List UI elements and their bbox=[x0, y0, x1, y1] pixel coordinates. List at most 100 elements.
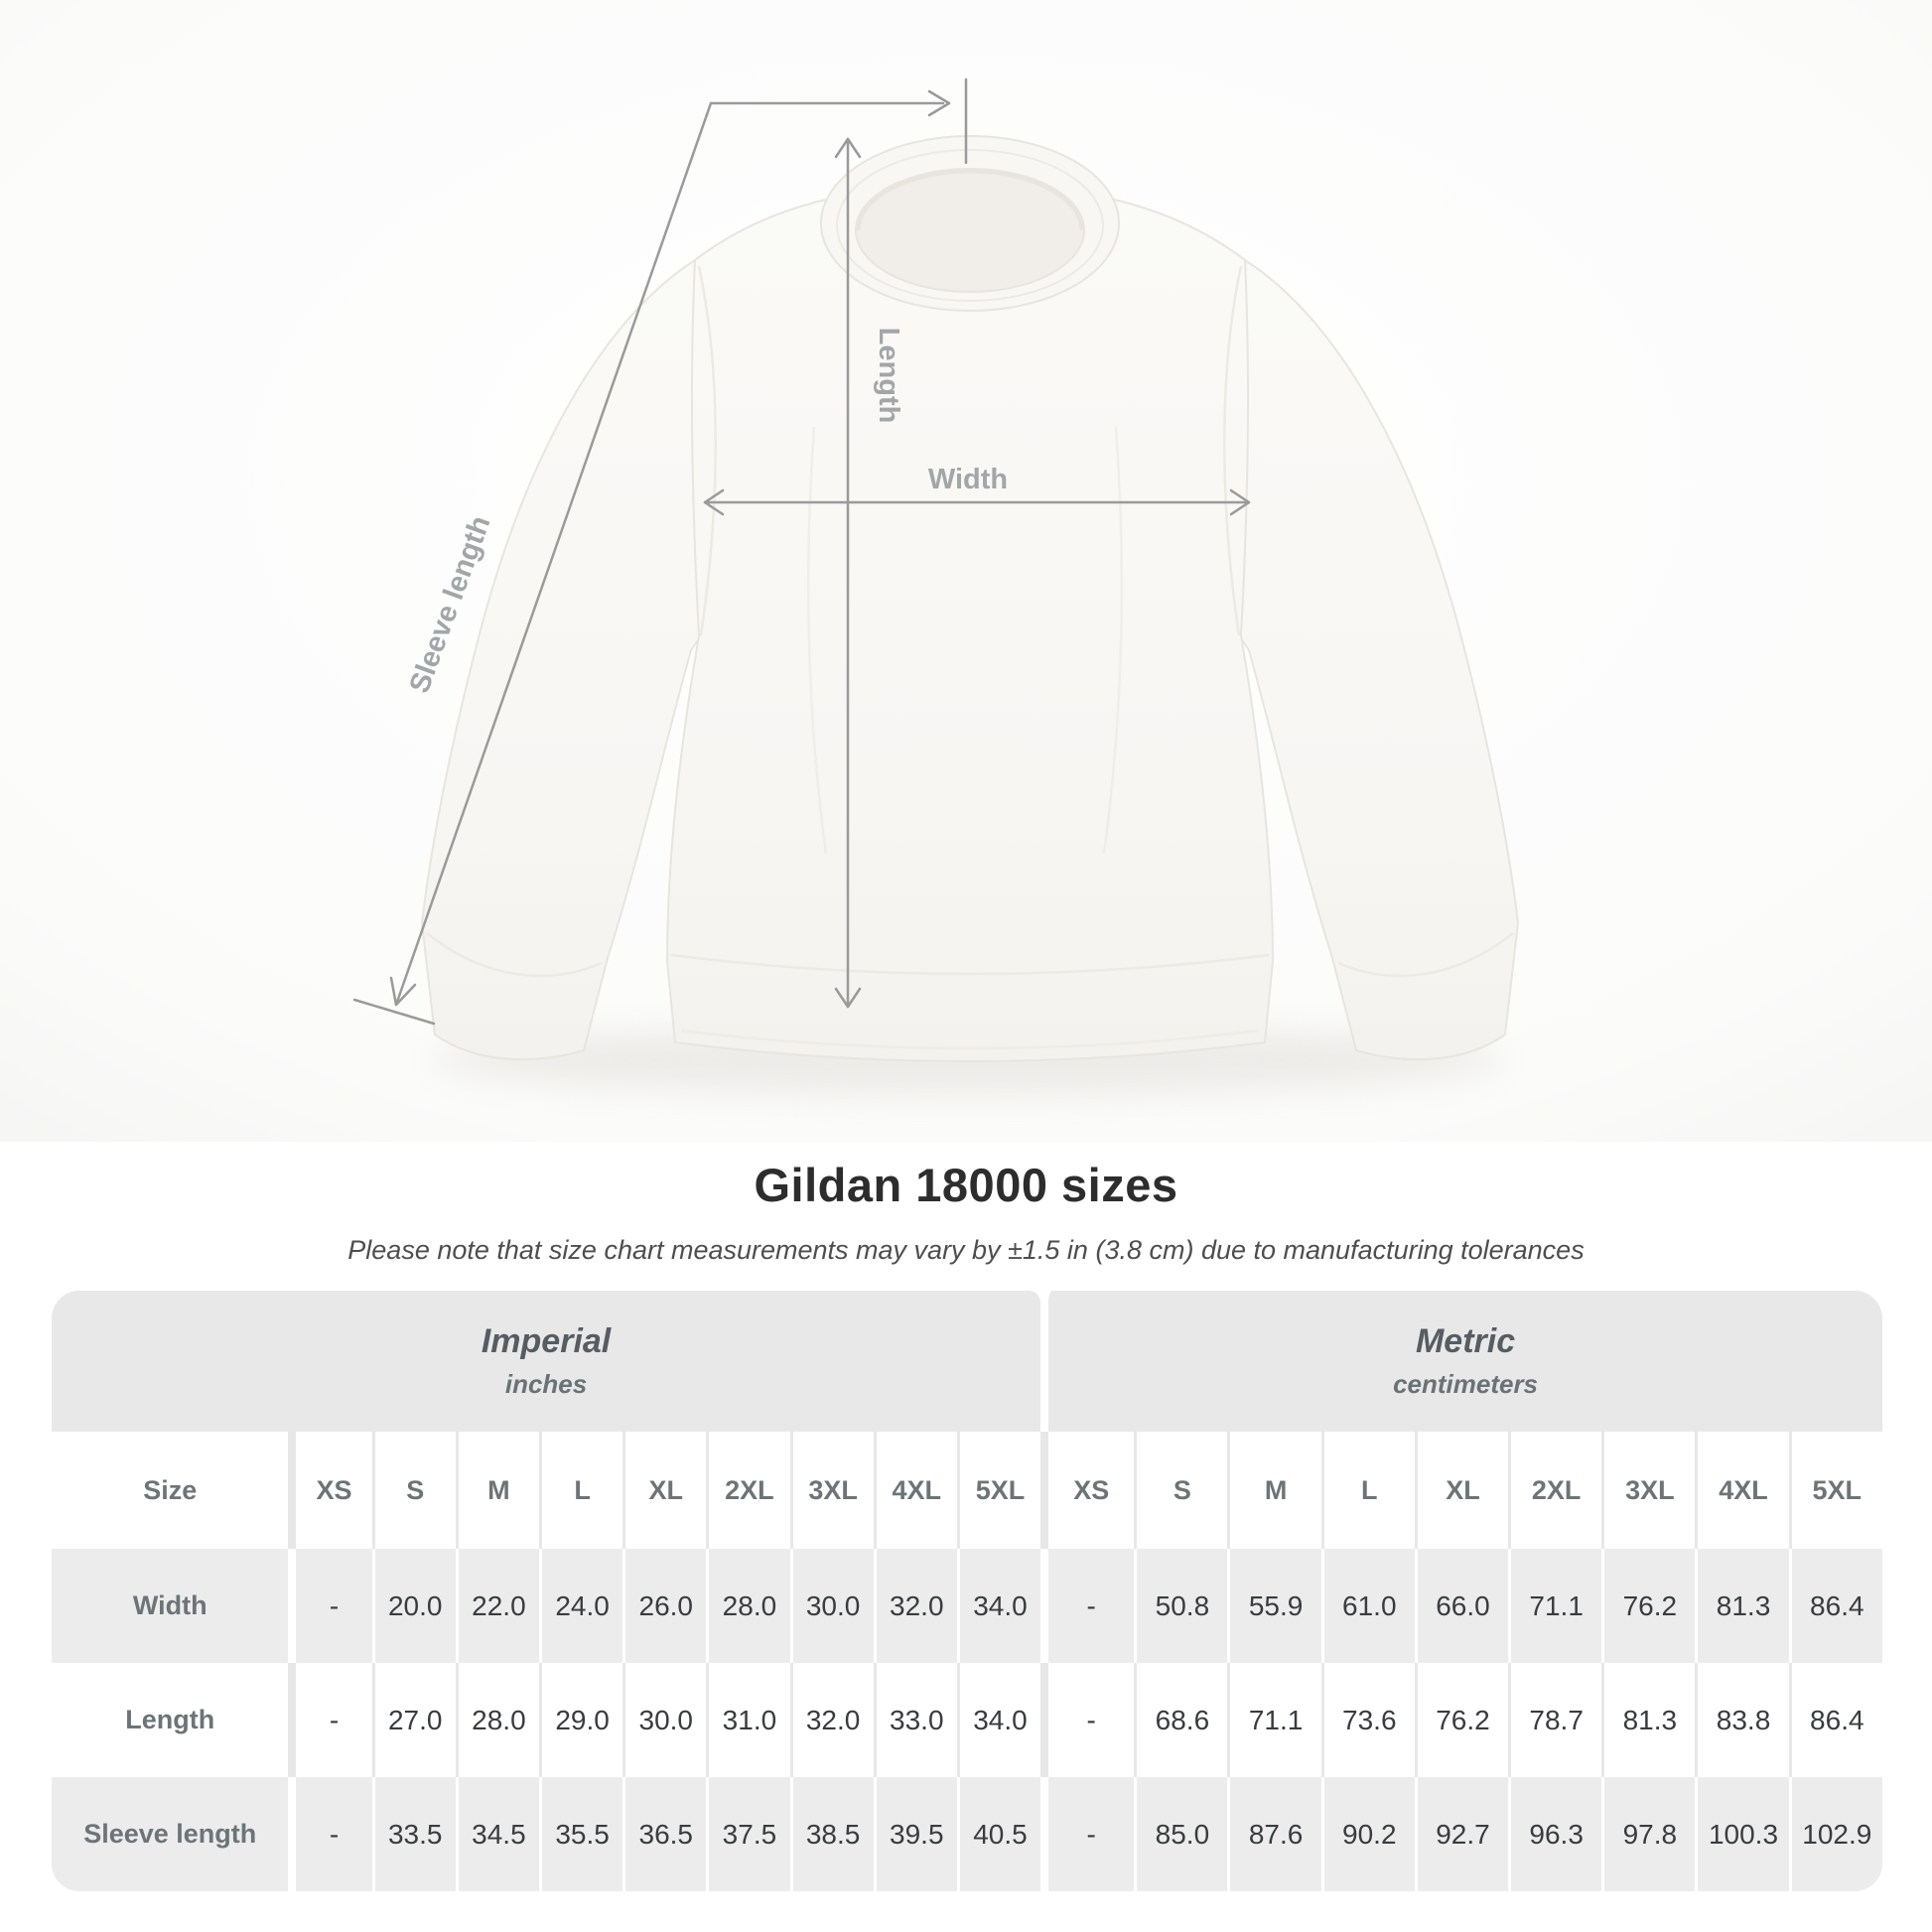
size-header-cell: M bbox=[455, 1432, 539, 1549]
length-label: Length bbox=[873, 328, 904, 424]
value-cell: 83.8 bbox=[1695, 1663, 1789, 1777]
value-cell: 71.1 bbox=[1508, 1549, 1602, 1663]
table-row-sleeve-length: Sleeve length - 33.5 34.5 35.5 36.5 37.5… bbox=[52, 1777, 1882, 1891]
value-cell: 32.0 bbox=[873, 1549, 957, 1663]
imperial-title: Imperial bbox=[481, 1322, 612, 1360]
collar-band bbox=[820, 135, 1121, 312]
size-header-cell: 5XL bbox=[956, 1432, 1041, 1549]
value-cell: 31.0 bbox=[706, 1663, 790, 1777]
value-cell: 34.0 bbox=[956, 1663, 1041, 1777]
value-cell: 86.4 bbox=[1788, 1549, 1882, 1663]
value-cell: - bbox=[1040, 1549, 1135, 1663]
value-cell: 34.0 bbox=[956, 1549, 1041, 1663]
size-header-cell: 5XL bbox=[1788, 1432, 1882, 1549]
value-cell: 55.9 bbox=[1227, 1549, 1321, 1663]
table-row-width: Width - 20.0 22.0 24.0 26.0 28.0 30.0 32… bbox=[52, 1549, 1882, 1663]
size-header-cell: 4XL bbox=[1695, 1432, 1789, 1549]
value-cell: 38.5 bbox=[789, 1777, 874, 1891]
fabric-fold-left bbox=[806, 426, 828, 855]
arrow-left-icon bbox=[703, 488, 725, 516]
waistband-seam bbox=[670, 953, 1270, 976]
arrow-down-left-icon bbox=[389, 976, 417, 1007]
value-cell: 50.8 bbox=[1134, 1549, 1228, 1663]
row-label: Length bbox=[52, 1663, 289, 1777]
value-cell: 20.0 bbox=[371, 1549, 456, 1663]
size-header-cell: 3XL bbox=[1601, 1432, 1696, 1549]
width-label: Width bbox=[928, 464, 1008, 495]
value-cell: 78.7 bbox=[1508, 1663, 1602, 1777]
size-header-row: Size XS S M L XL 2XL 3XL 4XL 5XL XS S M … bbox=[52, 1432, 1882, 1549]
page-title: Gildan 18000 sizes bbox=[754, 1159, 1178, 1211]
arrow-right-end-icon bbox=[1229, 488, 1251, 516]
hem-seam bbox=[680, 1029, 1260, 1050]
size-header-cell: 2XL bbox=[1508, 1432, 1602, 1549]
value-cell: 73.6 bbox=[1320, 1663, 1415, 1777]
value-cell: 35.5 bbox=[539, 1777, 623, 1891]
value-cell: 76.2 bbox=[1601, 1549, 1696, 1663]
value-cell: 39.5 bbox=[873, 1777, 957, 1891]
value-cell: 85.0 bbox=[1134, 1777, 1228, 1891]
metric-unit: centimeters bbox=[1393, 1369, 1539, 1399]
value-cell: 24.0 bbox=[539, 1549, 623, 1663]
table-row-length: Length - 27.0 28.0 29.0 30.0 31.0 32.0 3… bbox=[52, 1663, 1882, 1777]
value-cell: - bbox=[288, 1663, 372, 1777]
collar-opening bbox=[856, 169, 1084, 292]
imperial-header: Imperial inches bbox=[52, 1291, 1041, 1432]
row-label: Sleeve length bbox=[52, 1777, 289, 1891]
value-cell: 36.5 bbox=[622, 1777, 707, 1891]
value-cell: - bbox=[288, 1777, 372, 1891]
value-cell: 86.4 bbox=[1788, 1663, 1882, 1777]
value-cell: 22.0 bbox=[455, 1549, 539, 1663]
value-cell: 26.0 bbox=[622, 1549, 707, 1663]
value-cell: 28.0 bbox=[706, 1549, 790, 1663]
sleeve-measure-diagonal-line bbox=[394, 101, 713, 1007]
collar-rib-line bbox=[836, 149, 1104, 302]
value-cell: 68.6 bbox=[1134, 1663, 1228, 1777]
value-cell: 40.5 bbox=[956, 1777, 1041, 1891]
left-armhole-seam bbox=[697, 265, 717, 636]
size-header-cell: M bbox=[1227, 1432, 1321, 1549]
size-header-cell: XS bbox=[1040, 1432, 1135, 1549]
value-cell: 81.3 bbox=[1601, 1663, 1696, 1777]
value-cell: 30.0 bbox=[789, 1549, 874, 1663]
value-cell: 37.5 bbox=[706, 1777, 790, 1891]
sweatshirt-size-diagram: Length Width Sleeve length bbox=[0, 0, 1932, 1142]
value-cell: 28.0 bbox=[455, 1663, 539, 1777]
value-cell: 33.5 bbox=[371, 1777, 456, 1891]
size-header-cell: 4XL bbox=[873, 1432, 957, 1549]
value-cell: 90.2 bbox=[1320, 1777, 1415, 1891]
value-cell: 33.0 bbox=[873, 1663, 957, 1777]
size-header-cell: XL bbox=[1414, 1432, 1509, 1549]
value-cell: 76.2 bbox=[1414, 1663, 1509, 1777]
size-corner-header: Size bbox=[52, 1432, 289, 1549]
value-cell: - bbox=[1040, 1777, 1135, 1891]
size-header-cell: XS bbox=[288, 1432, 372, 1549]
body-panel bbox=[665, 183, 1275, 1062]
size-header-cell: 3XL bbox=[789, 1432, 874, 1549]
right-cuff-seam bbox=[1337, 932, 1514, 978]
value-cell: 97.8 bbox=[1601, 1777, 1696, 1891]
fabric-fold-right bbox=[1102, 426, 1124, 855]
value-cell: 29.0 bbox=[539, 1663, 623, 1777]
value-cell: 30.0 bbox=[622, 1663, 707, 1777]
metric-title: Metric bbox=[1415, 1322, 1516, 1360]
imperial-unit: inches bbox=[504, 1369, 588, 1399]
value-cell: 87.6 bbox=[1227, 1777, 1321, 1891]
value-cell: 71.1 bbox=[1227, 1663, 1321, 1777]
size-header-cell: S bbox=[371, 1432, 456, 1549]
value-cell: 92.7 bbox=[1414, 1777, 1509, 1891]
left-cuff-seam bbox=[426, 932, 603, 978]
metric-header: Metric centimeters bbox=[1040, 1291, 1882, 1432]
tolerance-note: Please note that size chart measurements… bbox=[347, 1235, 1585, 1265]
size-header-cell: L bbox=[1320, 1432, 1415, 1549]
row-label: Width bbox=[52, 1549, 289, 1663]
arrow-down-icon bbox=[834, 987, 862, 1009]
value-cell: 61.0 bbox=[1320, 1549, 1415, 1663]
sweatshirt bbox=[420, 135, 1520, 1096]
unit-header-row: Imperial inches Metric centimeters bbox=[52, 1291, 1882, 1432]
value-cell: 100.3 bbox=[1695, 1777, 1789, 1891]
size-chart-table: Imperial inches Metric centimeters Size … bbox=[52, 1291, 1882, 1891]
value-cell: 32.0 bbox=[789, 1663, 874, 1777]
value-cell: 27.0 bbox=[371, 1663, 456, 1777]
